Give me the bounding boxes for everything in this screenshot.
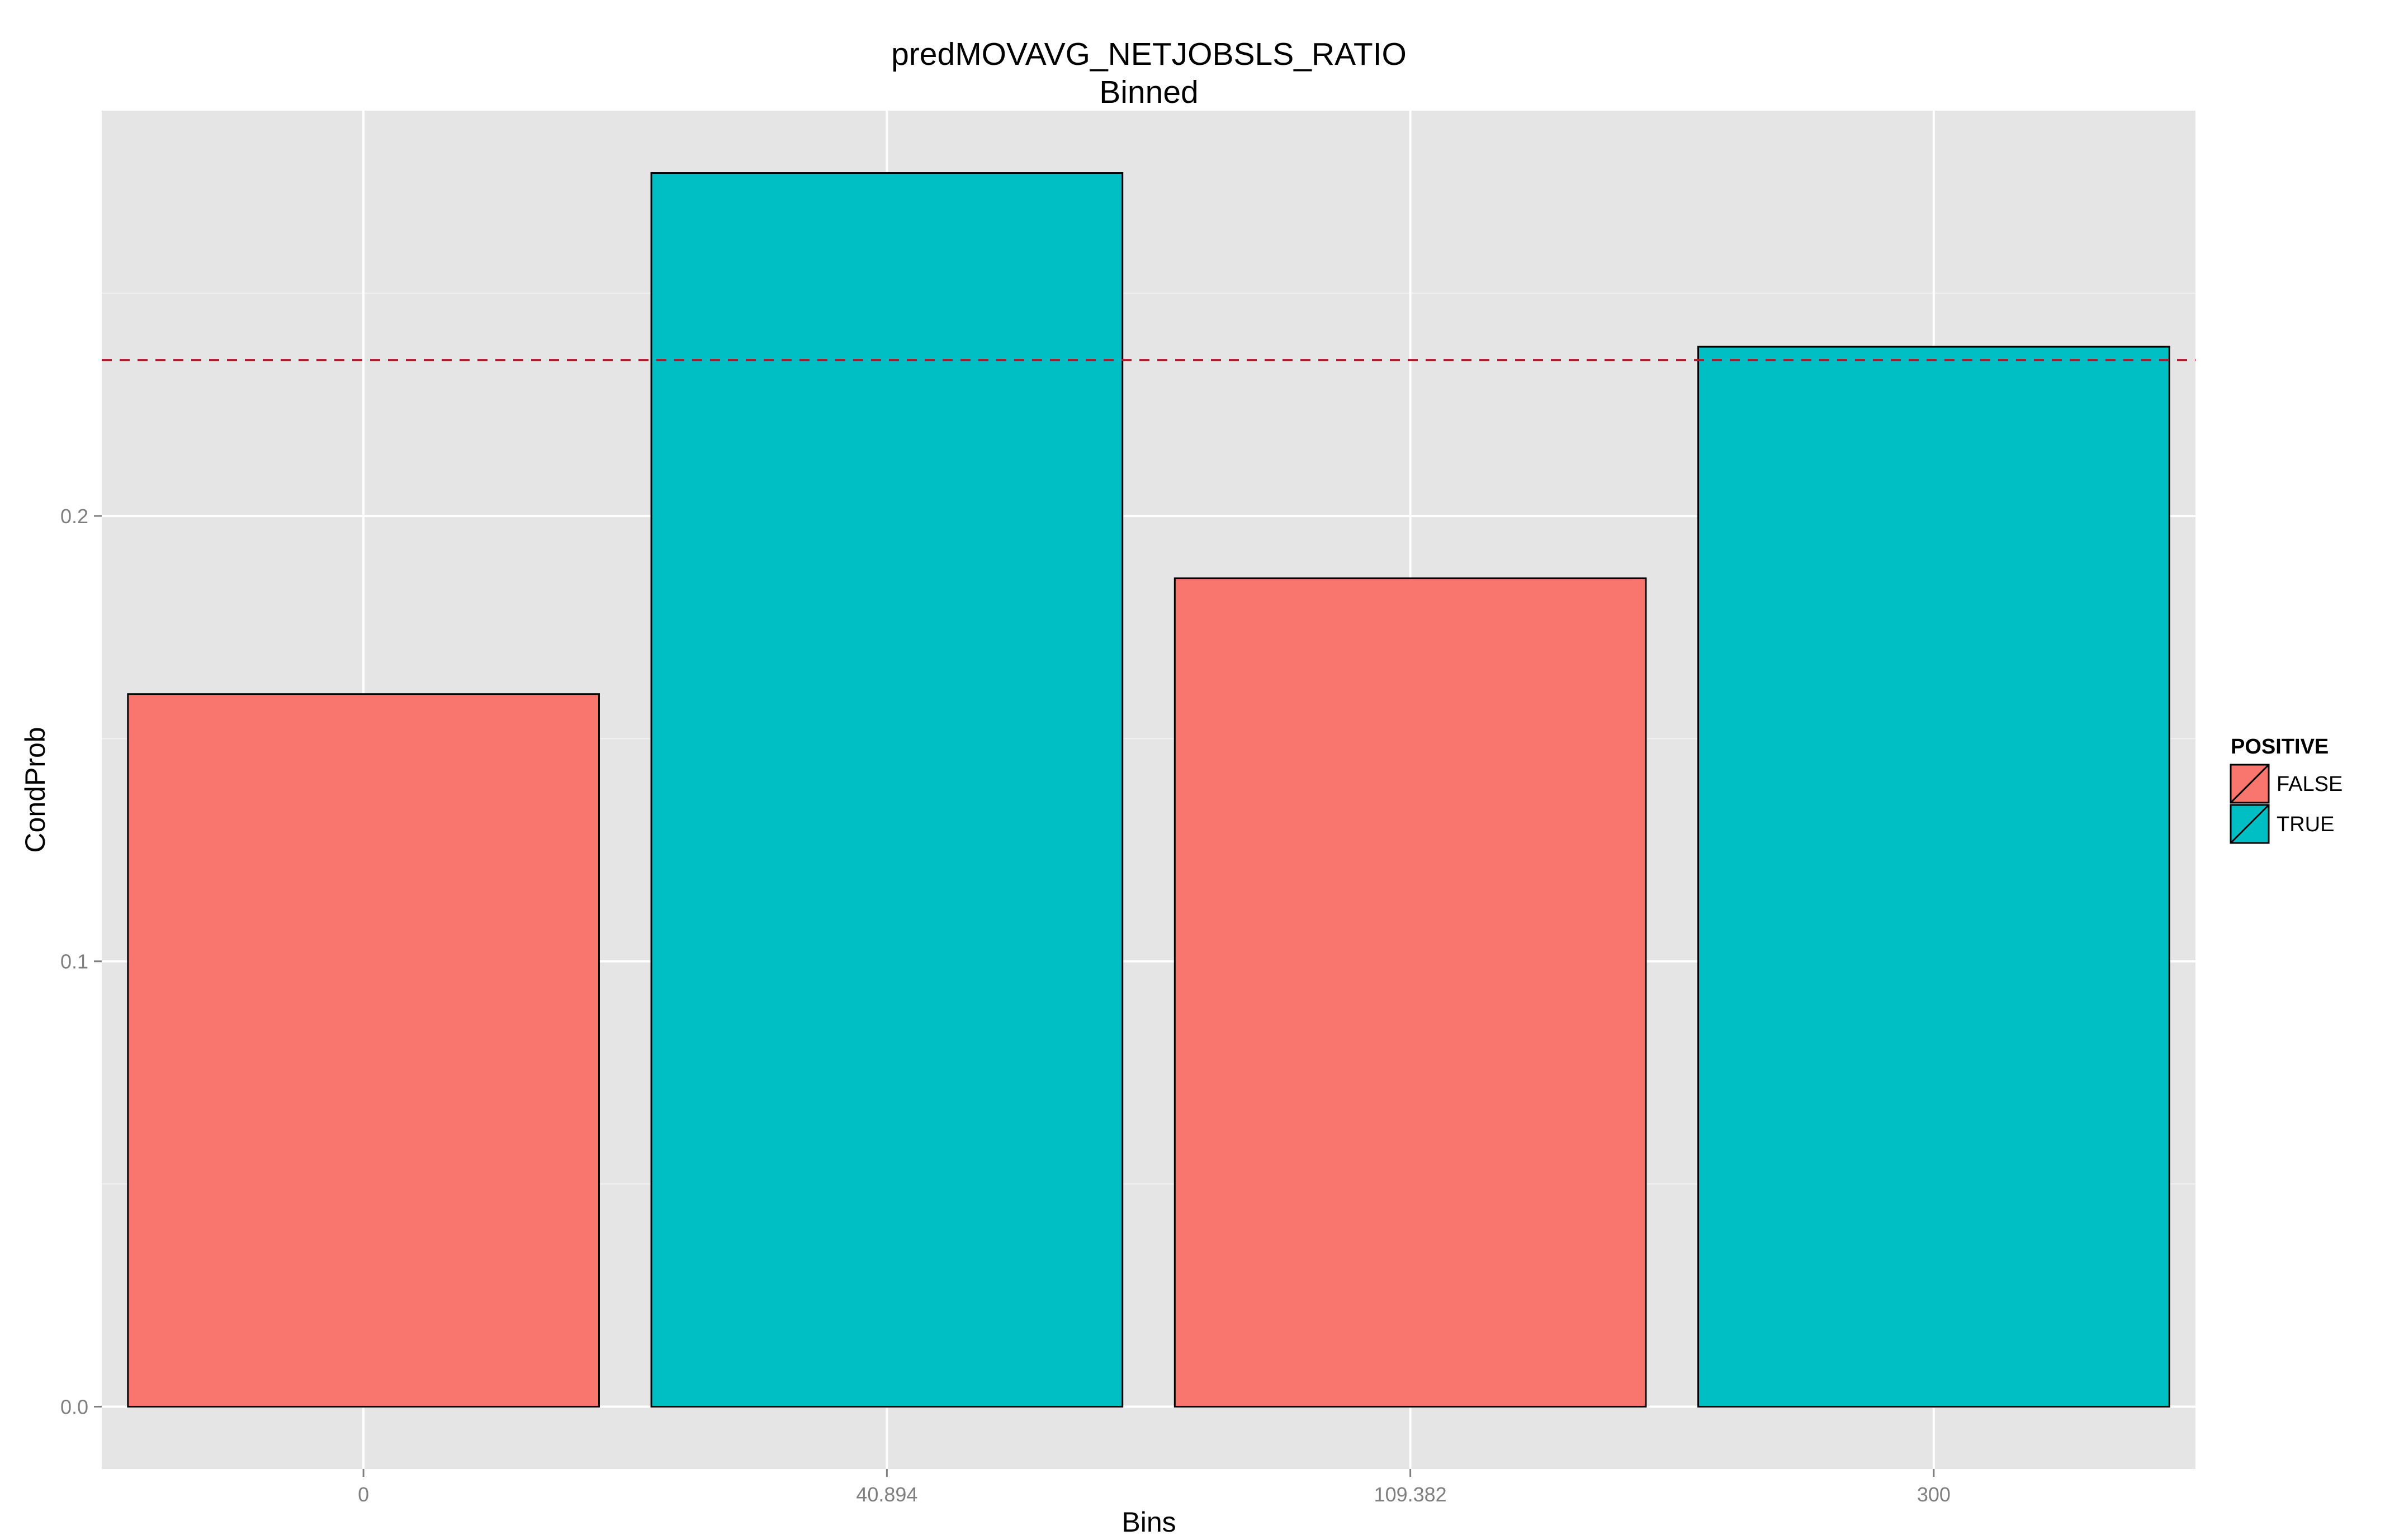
y-axis-title: CondProb: [20, 727, 51, 852]
legend: POSITIVE FALSE TRUE: [2230, 735, 2343, 844]
x-tick-label: 300: [1917, 1483, 1951, 1506]
chart-title: predMOVAVG_NETJOBSLS_RATIO: [891, 36, 1407, 72]
bar: [127, 693, 600, 1408]
legend-label: FALSE: [2277, 773, 2343, 796]
bar: [650, 172, 1124, 1408]
x-tick-label: 109.382: [1374, 1483, 1447, 1506]
y-tick-label: 0.1: [60, 950, 88, 973]
x-axis-title: Bins: [1121, 1506, 1176, 1537]
bar: [1697, 345, 2170, 1408]
y-tick-label: 0.0: [60, 1395, 88, 1418]
legend-key-slash: [2230, 764, 2270, 804]
legend-label: TRUE: [2277, 813, 2334, 836]
bars: [127, 172, 2170, 1408]
x-tick-label: 0: [358, 1483, 369, 1506]
legend-key-slash: [2230, 804, 2270, 844]
x-axis: 0 40.894 109.382 300: [358, 1469, 1951, 1506]
y-axis: 0.0 0.1 0.2: [60, 505, 102, 1418]
legend-title: POSITIVE: [2231, 735, 2329, 759]
bar: [1173, 577, 1647, 1408]
x-tick-label: 40.894: [856, 1483, 917, 1506]
chart-subtitle: Binned: [1099, 74, 1199, 110]
y-tick-label: 0.2: [60, 505, 88, 528]
